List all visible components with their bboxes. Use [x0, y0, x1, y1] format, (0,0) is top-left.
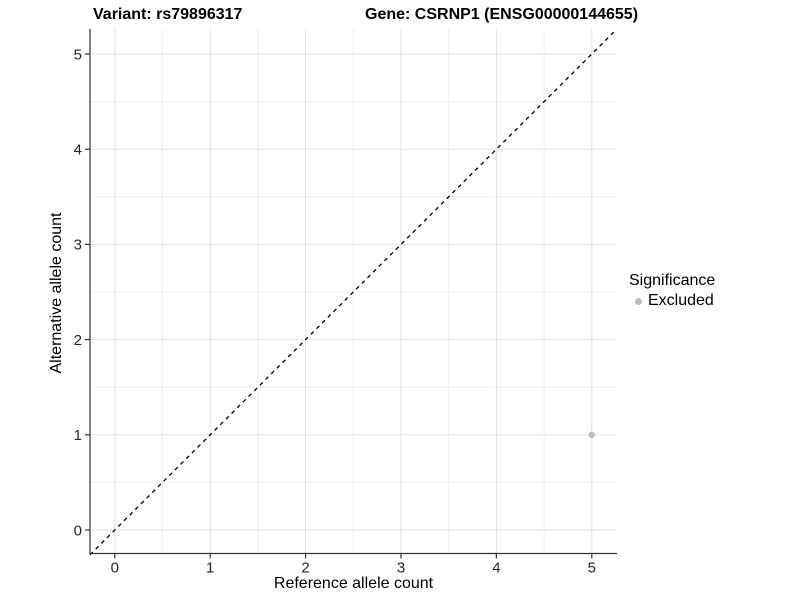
y-tick-label: 2 [74, 332, 82, 349]
x-tick-label: 2 [301, 560, 309, 577]
plot-title-gene: Gene: CSRNP1 (ENSG00000144655) [365, 6, 639, 23]
legend-point-swatch [635, 297, 642, 305]
legend-item-label: Excluded [648, 292, 714, 309]
x-tick-label: 3 [397, 560, 405, 577]
x-tick-label: 1 [206, 560, 214, 577]
plot-title-variant: Variant: rs79896317 [93, 6, 243, 23]
identity-line [89, 28, 618, 556]
x-tick-label: 0 [111, 560, 119, 577]
x-axis-title: Reference allele count [273, 575, 434, 592]
data-point [588, 431, 595, 438]
legend-title: Significance [629, 272, 716, 289]
x-tick-label: 5 [588, 560, 596, 577]
x-tick-label: 4 [492, 560, 500, 577]
y-tick-label: 4 [74, 142, 82, 159]
legend: Significance Excluded [629, 272, 715, 310]
legend-item-excluded: Excluded [629, 292, 715, 310]
y-tick-label: 5 [74, 46, 82, 63]
y-tick-label: 3 [74, 237, 82, 254]
y-tick-label: 1 [74, 427, 82, 444]
y-tick-label: 0 [74, 522, 82, 539]
